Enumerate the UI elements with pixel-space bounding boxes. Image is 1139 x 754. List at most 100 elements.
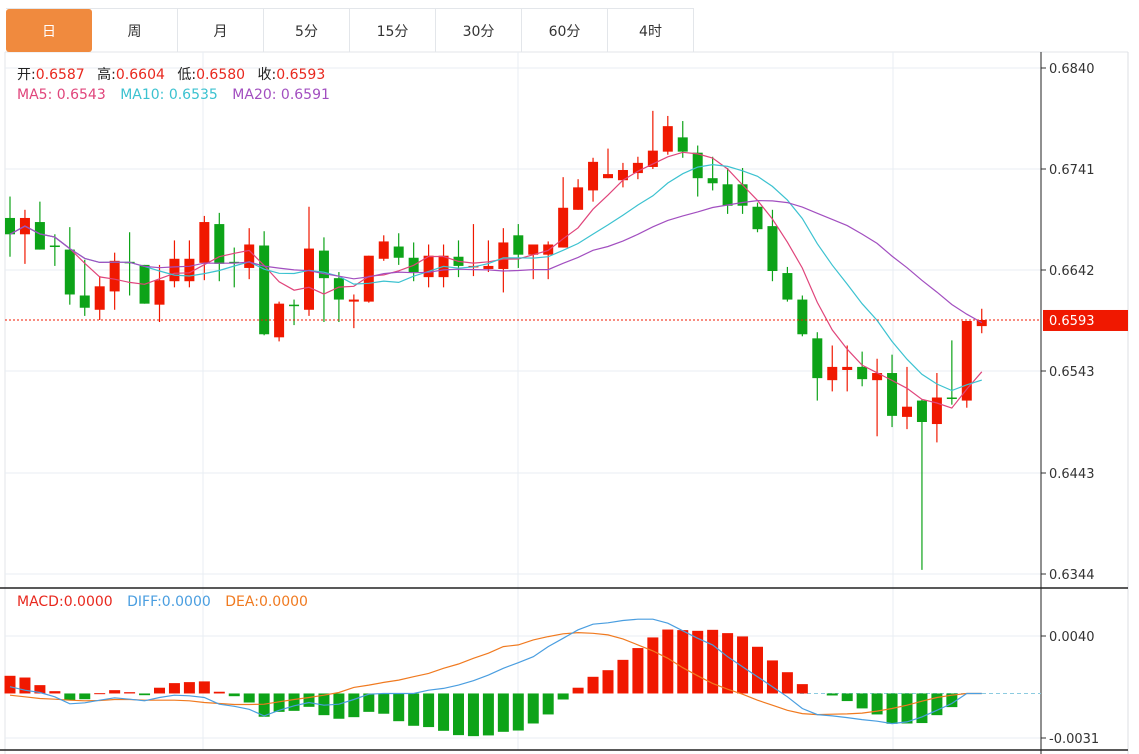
macd-bar-positive bbox=[617, 659, 629, 694]
candle-down bbox=[782, 273, 793, 300]
ma10-value: 0.6535 bbox=[168, 87, 218, 103]
candle-up bbox=[304, 248, 314, 310]
tab-30min[interactable]: 30分 bbox=[436, 9, 522, 52]
open-label: 开: bbox=[17, 67, 36, 83]
candle-up bbox=[827, 366, 838, 381]
candle-up bbox=[588, 161, 599, 191]
macd-bar-negative bbox=[378, 693, 390, 714]
macd-bar-positive bbox=[632, 648, 644, 694]
candle-down bbox=[916, 400, 927, 422]
candle-up bbox=[976, 319, 987, 327]
tab-month[interactable]: 月 bbox=[178, 9, 264, 52]
macd-bar-negative bbox=[467, 693, 479, 737]
candle-down bbox=[5, 217, 15, 235]
macd-bar-negative bbox=[64, 693, 76, 701]
close-label: 收: bbox=[257, 67, 277, 83]
price-tick-label: 0.6741 bbox=[1049, 163, 1095, 178]
candle-down bbox=[887, 373, 898, 416]
macd-bar-positive bbox=[587, 676, 599, 694]
macd-bar-positive bbox=[154, 687, 165, 694]
high-value: 0.6604 bbox=[115, 67, 165, 83]
candle-up bbox=[647, 150, 658, 167]
candle-up bbox=[842, 366, 853, 370]
macd-bar-negative bbox=[931, 693, 943, 716]
macd-bar-positive bbox=[602, 670, 614, 694]
macd-bar-positive bbox=[572, 687, 584, 694]
macd-bar-negative bbox=[901, 693, 913, 724]
candle-up bbox=[483, 265, 494, 269]
diff-label: DIFF: bbox=[127, 594, 162, 610]
macd-bar-positive bbox=[752, 646, 763, 694]
macd-bar-positive bbox=[49, 691, 61, 694]
period-tabs: 日 周 月 5分 15分 30分 60分 4时 bbox=[6, 8, 694, 52]
diff-line bbox=[9, 618, 982, 725]
macd-bar-positive bbox=[124, 692, 136, 694]
candle-down bbox=[722, 184, 733, 206]
macd-bar-negative bbox=[363, 693, 375, 712]
price-tick-label: 0.6543 bbox=[1049, 365, 1095, 380]
tab-60min[interactable]: 60分 bbox=[522, 9, 608, 52]
macd-bar-negative bbox=[871, 693, 883, 715]
candle-down bbox=[259, 245, 270, 335]
candle-up bbox=[617, 170, 628, 181]
tab-day[interactable]: 日 bbox=[6, 9, 92, 52]
candle-up bbox=[94, 286, 105, 310]
candle-up bbox=[872, 373, 883, 381]
macd-bar-positive bbox=[766, 660, 778, 694]
candle-down bbox=[812, 338, 823, 379]
macd-bar-positive bbox=[183, 682, 195, 694]
candle-down bbox=[857, 366, 868, 380]
candle-up bbox=[348, 299, 359, 302]
macd-bar-negative bbox=[527, 693, 539, 724]
macd-bar-negative bbox=[228, 693, 240, 697]
macd-bar-negative bbox=[542, 693, 554, 715]
last-price-tag bbox=[1043, 309, 1128, 331]
low-label: 低: bbox=[177, 67, 197, 83]
ma20-line bbox=[9, 199, 983, 324]
macd-bar-negative bbox=[557, 693, 569, 700]
candle-up bbox=[632, 162, 643, 174]
macd-tick-label: -0.0031 bbox=[1049, 732, 1099, 747]
candle-up bbox=[169, 258, 180, 282]
candle-up bbox=[378, 241, 389, 259]
candle-up bbox=[961, 321, 972, 401]
ma5-label: MA5: bbox=[17, 87, 53, 103]
candle-up bbox=[244, 244, 255, 268]
price-tick-label: 0.6443 bbox=[1049, 467, 1095, 482]
tab-4hour[interactable]: 4时 bbox=[608, 9, 694, 52]
macd-bar-negative bbox=[856, 693, 868, 709]
macd-bar-negative bbox=[916, 693, 928, 724]
candle-up bbox=[184, 258, 195, 282]
price-tick-label: 0.6642 bbox=[1049, 264, 1095, 279]
macd-bar-positive bbox=[677, 630, 689, 694]
candle-down bbox=[49, 245, 60, 248]
tab-15min[interactable]: 15分 bbox=[350, 9, 436, 52]
macd-bar-positive bbox=[722, 633, 734, 694]
tab-week[interactable]: 周 bbox=[92, 9, 178, 52]
macd-bar-negative bbox=[288, 693, 300, 711]
candle-down bbox=[797, 299, 808, 335]
ma10-line bbox=[9, 163, 982, 392]
macd-bar-negative bbox=[303, 693, 315, 707]
macd-bar-positive bbox=[796, 684, 808, 694]
candle-up bbox=[154, 280, 165, 305]
low-value: 0.6580 bbox=[196, 67, 246, 83]
candle-up bbox=[109, 260, 120, 292]
candle-down bbox=[333, 278, 344, 300]
ma-legend: MA5: 0.6543 MA10: 0.6535 MA20: 0.6591 bbox=[17, 87, 330, 103]
candle-up bbox=[363, 255, 374, 302]
macd-bar-positive bbox=[737, 636, 749, 694]
open-value: 0.6587 bbox=[35, 67, 85, 83]
diff-value: 0.0000 bbox=[161, 594, 211, 610]
candle-down bbox=[229, 261, 240, 264]
last-price-label: 0.6593 bbox=[1049, 314, 1095, 329]
macd-bar-negative bbox=[273, 693, 285, 712]
macd-bar-negative bbox=[423, 693, 435, 728]
macd-bar-negative bbox=[243, 693, 255, 703]
candle-up bbox=[274, 303, 285, 338]
ohlc-legend: 开:0.6587 高:0.6604 低:0.6580 收:0.6593 bbox=[17, 64, 325, 84]
macd-bar-positive bbox=[213, 691, 225, 694]
tab-5min[interactable]: 5分 bbox=[264, 9, 350, 52]
candle-down bbox=[677, 137, 688, 152]
macd-bar-positive bbox=[781, 672, 793, 694]
